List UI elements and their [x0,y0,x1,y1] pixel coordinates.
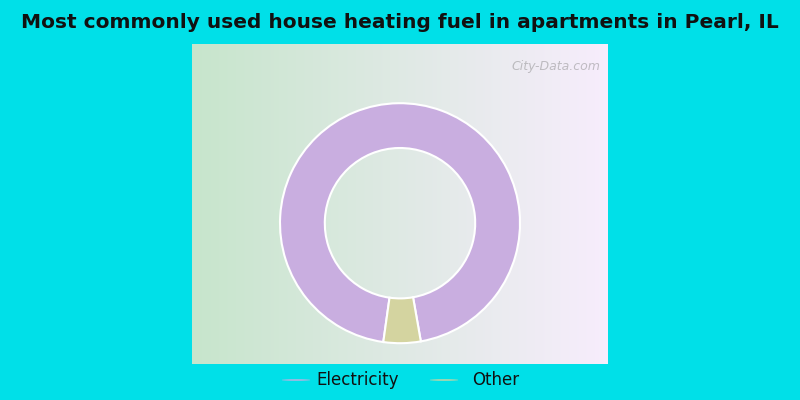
Wedge shape [383,297,421,343]
Text: Other: Other [472,371,519,389]
Circle shape [282,379,310,381]
Circle shape [430,379,458,381]
Text: Electricity: Electricity [316,371,398,389]
Wedge shape [280,103,520,342]
Text: City-Data.com: City-Data.com [511,60,600,73]
Text: Most commonly used house heating fuel in apartments in Pearl, IL: Most commonly used house heating fuel in… [21,12,779,32]
